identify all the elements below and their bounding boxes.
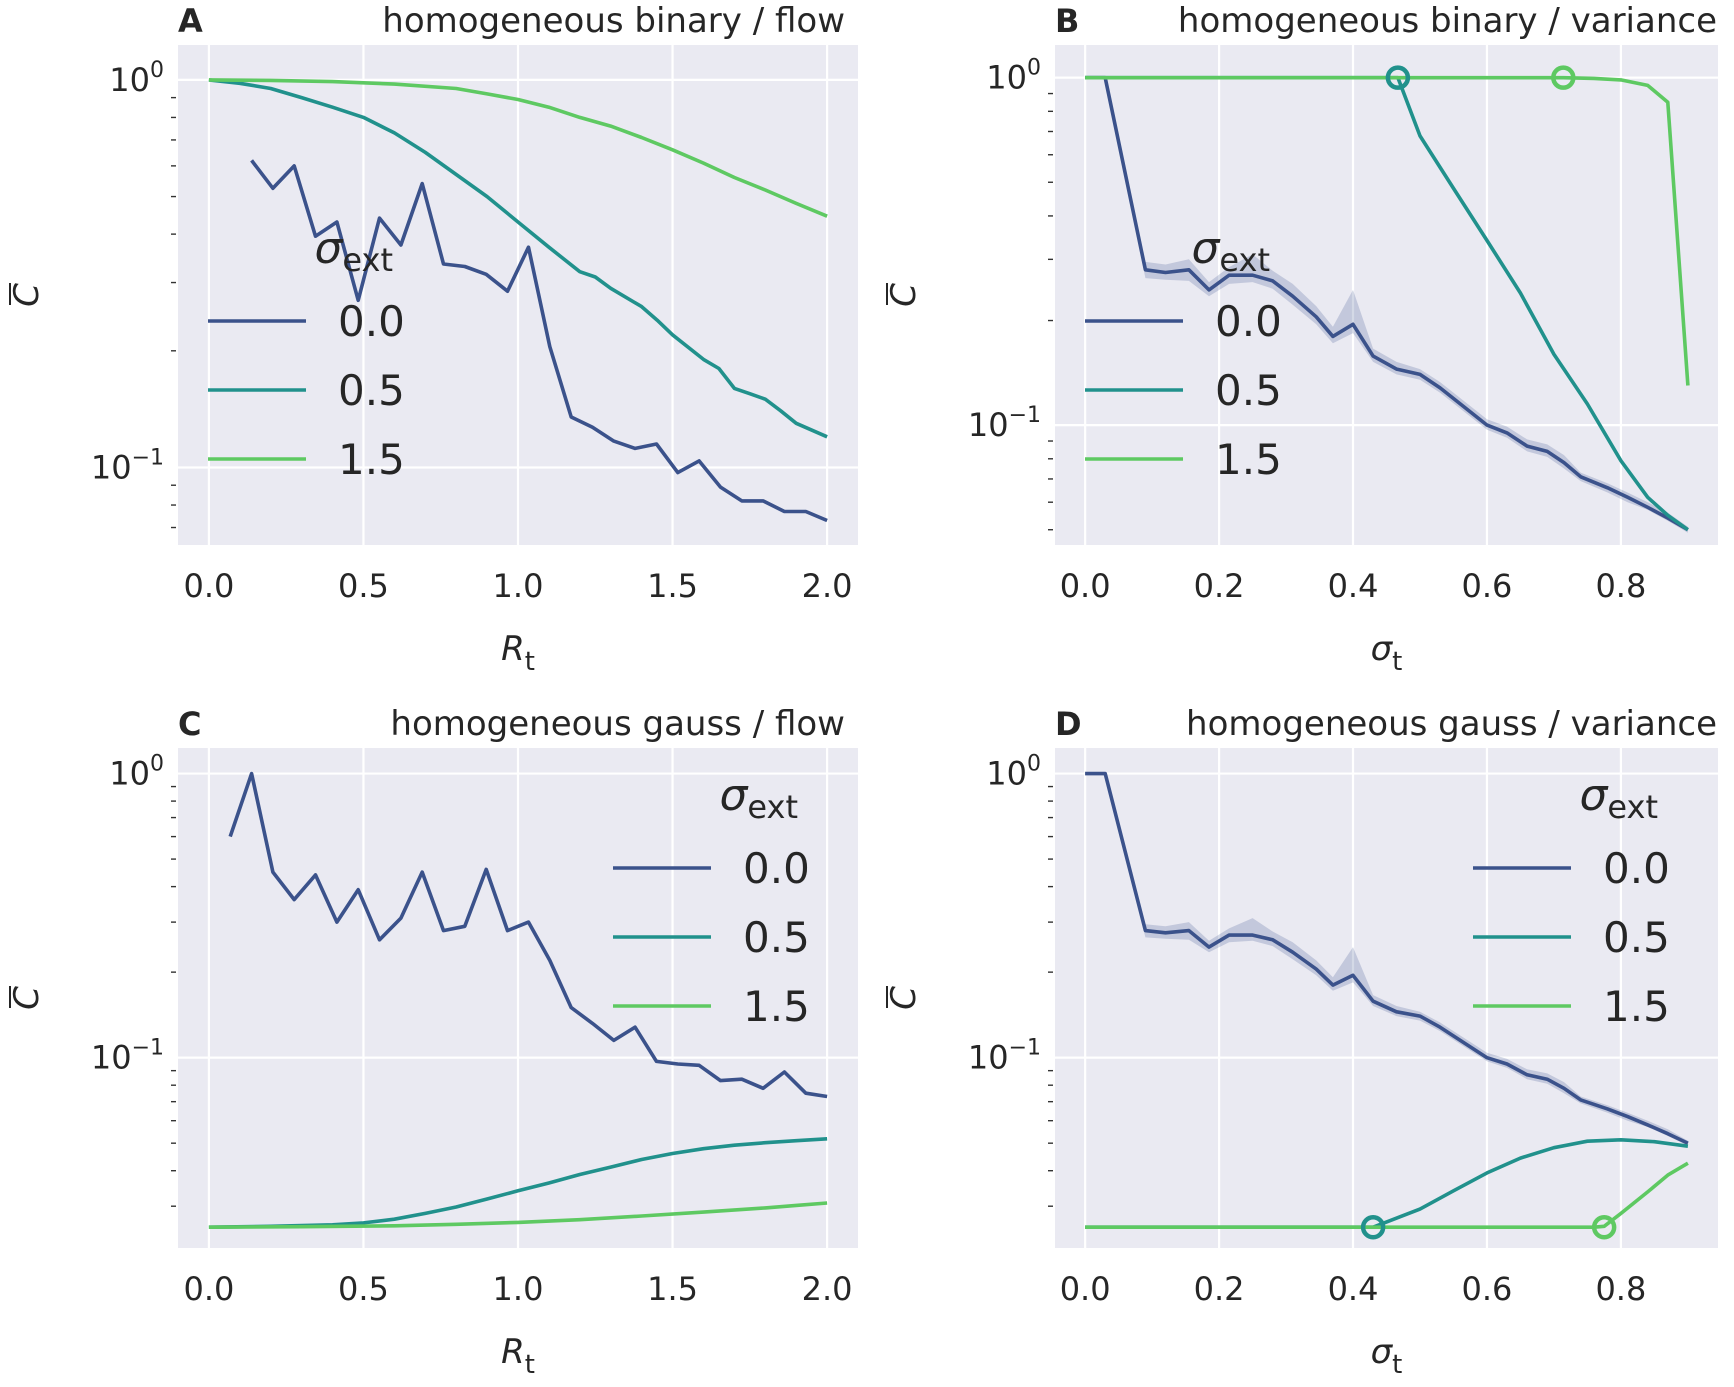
legend: σext 0.0 0.5 1.5 <box>613 770 810 1031</box>
y-axis-label-text: C <box>884 283 924 307</box>
x-tick-label: 0.0 <box>1060 1270 1111 1308</box>
panel-letter: B <box>1055 2 1079 40</box>
series-line-0.5 <box>208 78 828 439</box>
legend: σext 0.0 0.5 1.5 <box>1085 223 1282 484</box>
plot-area <box>1055 45 1718 545</box>
legend-label: 0.5 <box>1215 366 1282 415</box>
x-tick-label: 1.0 <box>493 1270 544 1308</box>
panel-letter: A <box>178 2 203 40</box>
x-tick-label: 2.0 <box>802 1270 853 1308</box>
legend-title: σext <box>315 223 394 279</box>
x-tick-label: 1.5 <box>647 567 698 605</box>
legend-label: 1.5 <box>338 435 405 484</box>
series-layer <box>208 771 828 1229</box>
legend-title: σext <box>1192 223 1271 279</box>
x-tick-label: 0.5 <box>338 567 389 605</box>
x-tick-label: 0.0 <box>183 567 234 605</box>
legend-label: 0.0 <box>1215 297 1282 346</box>
x-axis-label: Rt <box>501 629 535 677</box>
x-tick-label: 1.5 <box>647 1270 698 1308</box>
y-axis-label: C <box>884 283 924 307</box>
plot-area <box>1055 748 1718 1248</box>
legend-label: 0.0 <box>1603 844 1670 893</box>
y-axis-label: C <box>884 986 924 1010</box>
y-axis-label: C <box>7 986 47 1010</box>
y-tick-label: 10−1 <box>968 1036 1041 1077</box>
transition-marker <box>1551 65 1576 90</box>
x-tick-label: 0.0 <box>183 1270 234 1308</box>
series-line-1.5 <box>1085 75 1690 386</box>
transition-marker <box>1591 1214 1617 1240</box>
series-layer <box>1085 75 1690 533</box>
y-tick-label: 100 <box>109 752 164 793</box>
x-axis-label: Rt <box>501 1332 535 1380</box>
x-tick-label: 1.0 <box>493 567 544 605</box>
legend-label: 0.0 <box>743 844 810 893</box>
y-tick-label: 100 <box>986 56 1041 97</box>
panel-d: 100 10−1 0.0 0.2 0.4 0.6 0.8 σt C D homogeneous ga… <box>884 704 1718 1380</box>
x-tick-label: 0.4 <box>1328 1270 1379 1308</box>
y-axis-label-text: C <box>884 986 924 1010</box>
x-axis-label: σt <box>1371 629 1403 677</box>
series-layer <box>208 78 828 523</box>
x-tick-label: 0.2 <box>1194 567 1245 605</box>
panel-a: 100 10−1 0.0 0.5 1.0 1.5 2.0 Rt C A homogeneous bi… <box>7 1 858 677</box>
panel-b: 100 10−1 0.0 0.2 0.4 0.6 0.8 σt C B homogeneous bi… <box>884 1 1718 677</box>
transition-marker <box>1360 1214 1386 1240</box>
series-line-0.5 <box>1085 75 1689 532</box>
panel-letter: D <box>1055 705 1082 743</box>
legend-label: 1.5 <box>1215 435 1282 484</box>
legend-title: σext <box>720 770 799 826</box>
legend-label: 0.5 <box>1603 913 1670 962</box>
legend-label: 0.0 <box>338 297 405 346</box>
x-tick-label: 2.0 <box>802 567 853 605</box>
x-tick-label: 0.5 <box>338 1270 389 1308</box>
y-axis-label-text: C <box>7 986 47 1010</box>
panel-c: 100 10−1 0.0 0.5 1.0 1.5 2.0 Rt C C homogeneous ga… <box>7 704 858 1380</box>
series-line-0.0 <box>1085 771 1689 1145</box>
panel-title: homogeneous gauss / variance <box>1186 704 1717 744</box>
series-line-0.0 <box>250 159 828 523</box>
y-tick-label: 10−1 <box>968 403 1041 444</box>
y-axis-label-text: C <box>7 283 47 307</box>
y-tick-label: 100 <box>109 58 164 99</box>
legend: σext 0.0 0.5 1.5 <box>208 223 405 484</box>
legend-label: 0.5 <box>338 366 405 415</box>
x-axis-label: σt <box>1371 1332 1403 1380</box>
x-tick-label: 0.8 <box>1595 1270 1646 1308</box>
x-tick-label: 0.6 <box>1462 1270 1513 1308</box>
x-tick-label: 0.8 <box>1595 567 1646 605</box>
x-tick-label: 0.2 <box>1194 1270 1245 1308</box>
x-tick-label: 0.4 <box>1328 567 1379 605</box>
legend-label: 0.5 <box>743 913 810 962</box>
panel-letter: C <box>178 705 201 743</box>
y-tick-label: 10−1 <box>91 1036 164 1077</box>
series-line-0.0 <box>1085 75 1689 532</box>
panel-title: homogeneous binary / flow <box>382 1 845 41</box>
x-tick-label: 0.0 <box>1060 567 1111 605</box>
legend: σext 0.0 0.5 1.5 <box>1473 770 1670 1031</box>
series-line-0.0 <box>228 771 828 1099</box>
series-line-0.5 <box>208 1137 828 1229</box>
series-line-1.5 <box>208 78 828 218</box>
y-axis-label: C <box>7 283 47 307</box>
transition-marker <box>1385 65 1411 90</box>
y-tick-label: 100 <box>986 752 1041 793</box>
panel-title: homogeneous gauss / flow <box>390 704 845 744</box>
series-line-1.5 <box>208 1201 828 1229</box>
x-tick-label: 0.6 <box>1462 567 1513 605</box>
y-tick-label: 10−1 <box>91 445 164 486</box>
legend-label: 1.5 <box>743 982 810 1031</box>
panel-title: homogeneous binary / variance <box>1178 1 1717 41</box>
legend-title: σext <box>1580 770 1659 826</box>
legend-label: 1.5 <box>1603 982 1670 1031</box>
